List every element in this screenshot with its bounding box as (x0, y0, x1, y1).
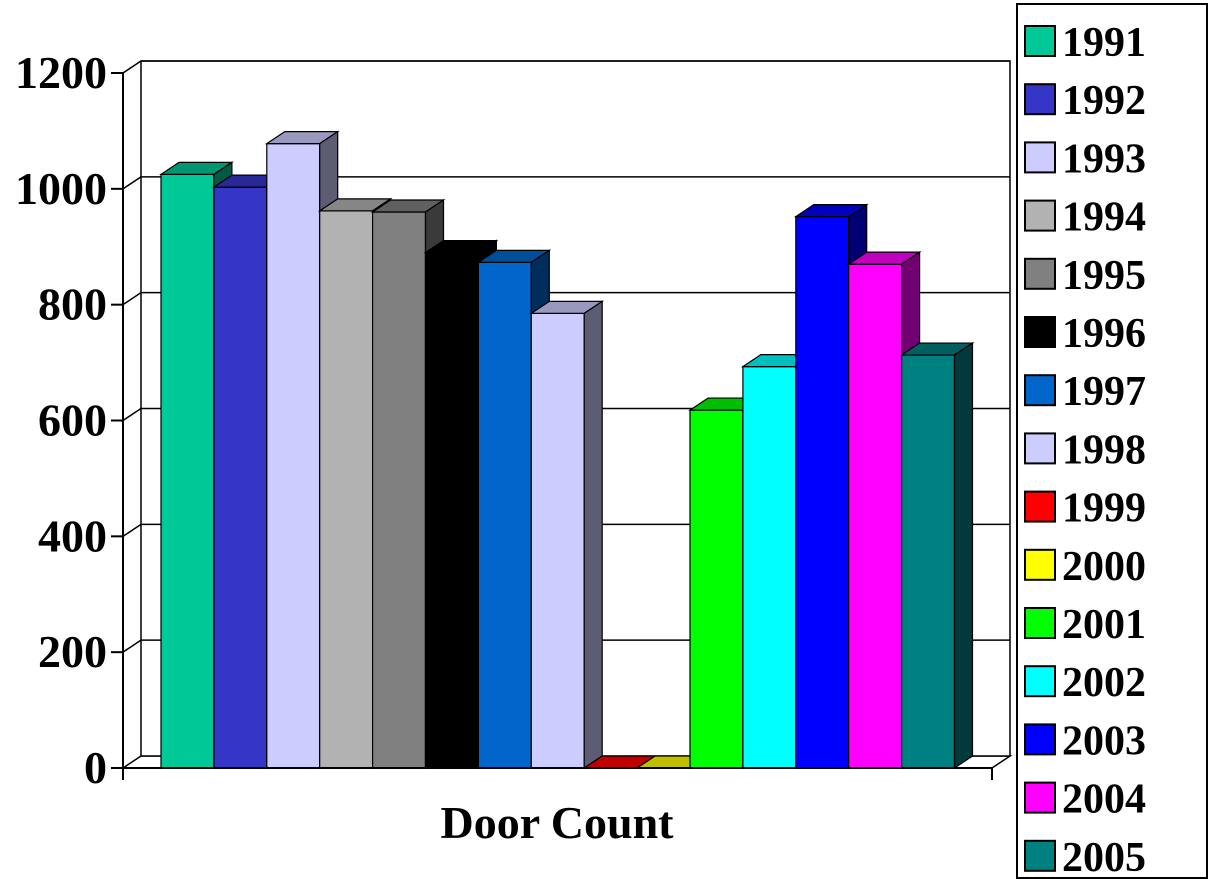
bar-front-1998 (530, 312, 585, 769)
legend-label-2003: 2003 (1062, 718, 1146, 764)
legend-swatch-2004 (1024, 781, 1056, 814)
legend-swatch-2005 (1024, 839, 1056, 872)
legend-label-1997: 1997 (1062, 369, 1146, 415)
bar-front-2005 (900, 354, 956, 769)
bar-front-2002 (742, 366, 797, 769)
legend-swatch-2002 (1024, 665, 1056, 698)
legend-label-2005: 2005 (1062, 835, 1146, 879)
y-tick-label-1000: 1000 (15, 163, 107, 214)
y-tick-label-600: 600 (38, 395, 107, 446)
legend-swatch-1998 (1024, 432, 1056, 465)
side-gridline-1000 (122, 176, 142, 190)
bar-front-2001 (689, 409, 744, 769)
legend-label-2004: 2004 (1062, 777, 1146, 823)
bar-front-2004 (848, 263, 903, 769)
legend-swatch-2001 (1024, 607, 1056, 639)
legend-swatch-2000 (1024, 548, 1056, 581)
legend-label-1996: 1996 (1062, 311, 1146, 357)
legend-label-2002: 2002 (1062, 660, 1146, 706)
legend-swatch-1994 (1024, 199, 1056, 232)
bar-side-2005 (953, 341, 974, 770)
side-gridline-600 (122, 407, 142, 422)
bar-side-1998 (583, 300, 603, 770)
legend-label-1991: 1991 (1062, 20, 1146, 66)
bar-front-1993 (266, 143, 321, 769)
bar-front-1992 (213, 186, 268, 769)
legend: 1991 1992 1993 1994 1995 1996 1997 1998 1999 2000… (1016, 3, 1208, 879)
legend-label-1992: 1992 (1062, 78, 1146, 124)
side-gridline-1200 (122, 60, 142, 74)
y-tick-label-200: 200 (38, 626, 107, 677)
y-tick-label-800: 800 (38, 279, 107, 330)
x-axis-label: Door Count (440, 797, 674, 848)
legend-swatch-1996 (1024, 316, 1056, 348)
y-tick-label-1200: 1200 (15, 47, 107, 98)
legend-label-1995: 1995 (1062, 253, 1146, 299)
bar-front-1991 (160, 173, 215, 769)
legend-label-1999: 1999 (1062, 486, 1146, 532)
legend-swatch-1995 (1024, 257, 1056, 290)
bar-front-1994 (319, 210, 374, 769)
legend-swatch-1997 (1024, 374, 1056, 407)
side-gridline-200 (122, 639, 142, 653)
legend-label-2001: 2001 (1062, 602, 1146, 648)
side-gridline-400 (122, 523, 142, 537)
bar-1998 (529, 300, 605, 770)
y-tick-label-0: 0 (84, 742, 107, 793)
legend-swatch-2003 (1024, 723, 1056, 756)
bar-front-1996 (424, 251, 480, 769)
legend-label-2000: 2000 (1062, 544, 1146, 590)
legend-label-1998: 1998 (1062, 427, 1146, 473)
side-gridline-800 (122, 292, 142, 306)
y-tick-label-400: 400 (38, 510, 107, 561)
legend-swatch-1993 (1024, 141, 1056, 174)
legend-label-1993: 1993 (1062, 136, 1146, 182)
legend-swatch-1991 (1024, 25, 1056, 57)
legend-swatch-1999 (1024, 490, 1056, 523)
y-tick-labels: 0 200 400 600 800 1000 1200 (15, 47, 123, 793)
bar-front-2003 (795, 216, 850, 769)
bars (159, 130, 975, 770)
bar-front-1995 (372, 211, 427, 769)
legend-label-1994: 1994 (1062, 195, 1146, 241)
bar-2005 (899, 341, 975, 770)
legend-swatch-1992 (1024, 83, 1056, 116)
bar-front-1997 (477, 261, 532, 769)
